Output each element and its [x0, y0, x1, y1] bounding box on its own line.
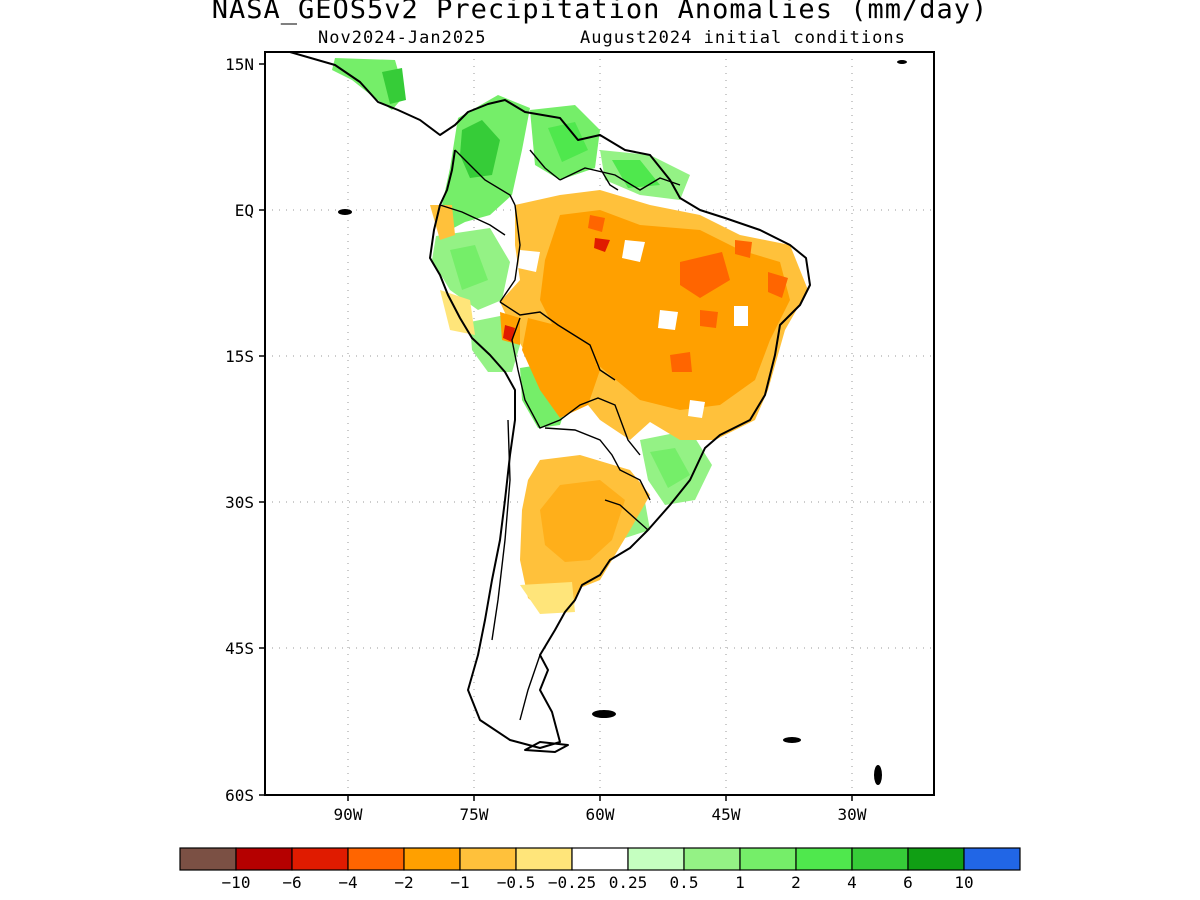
colorbar-swatch: [403, 847, 461, 871]
colorbar-label: 4: [847, 873, 857, 892]
colorbar-label: 1: [735, 873, 745, 892]
colorbar-label: −4: [338, 873, 357, 892]
lat-label: 60S: [225, 786, 254, 805]
colorbar-label: 10: [954, 873, 973, 892]
colorbar-swatch: [235, 847, 293, 871]
lat-label: 15S: [225, 347, 254, 366]
lon-label: 90W: [334, 805, 363, 824]
colorbar-label: −10: [222, 873, 251, 892]
colorbar-label: −1: [450, 873, 469, 892]
colorbar-swatch: [515, 847, 573, 871]
lat-labels: 15N EQ 15S 30S 45S 60S: [225, 55, 254, 805]
forecast-period: Nov2024-Jan2025: [318, 28, 487, 48]
map-title: NASA_GEOS5v2 Precipitation Anomalies (mm…: [211, 0, 989, 25]
colorbar-swatch: [179, 847, 237, 871]
colorbar-label: 0.25: [609, 873, 648, 892]
lon-labels: 90W 75W 60W 45W 30W: [334, 805, 867, 824]
colorbar-swatch: [627, 847, 685, 871]
colorbar-swatch: [459, 847, 517, 871]
colorbar-swatch: [291, 847, 349, 871]
lon-label: 30W: [838, 805, 867, 824]
colorbar: −10 −6 −4 −2 −1 −0.5 −0.25 0.25 0.5 1 2 4 6 10: [179, 847, 1021, 892]
lon-label: 60W: [586, 805, 615, 824]
colorbar-swatch: [851, 847, 909, 871]
country-borders: [439, 149, 681, 721]
lat-label: EQ: [235, 201, 254, 220]
dry-anomaly-regions: [430, 190, 808, 614]
colorbar-swatch: [739, 847, 797, 871]
islands: [338, 60, 907, 785]
colorbar-label: −0.25: [548, 873, 596, 892]
colorbar-label: −6: [282, 873, 301, 892]
colorbar-swatch: [907, 847, 965, 871]
colorbar-label: 6: [903, 873, 913, 892]
colorbar-swatch: [347, 847, 405, 871]
lon-label: 75W: [460, 805, 489, 824]
lon-label: 45W: [712, 805, 741, 824]
colorbar-label: 0.5: [670, 873, 699, 892]
lat-label: 15N: [225, 55, 254, 74]
colorbar-swatch: [571, 847, 629, 871]
axis-ticks: [259, 63, 853, 801]
strong-dry-spots: [503, 215, 788, 372]
colorbar-swatch: [963, 847, 1021, 871]
map-area: [265, 52, 934, 795]
colorbar-swatch: [683, 847, 741, 871]
colorbar-swatch: [795, 847, 853, 871]
lat-label: 30S: [225, 493, 254, 512]
colorbar-label: −0.5: [497, 873, 536, 892]
colorbar-label: −2: [394, 873, 413, 892]
coastlines: [289, 52, 811, 753]
lat-label: 45S: [225, 639, 254, 658]
initial-conditions: August2024 initial conditions: [580, 28, 906, 48]
colorbar-label: 2: [791, 873, 801, 892]
